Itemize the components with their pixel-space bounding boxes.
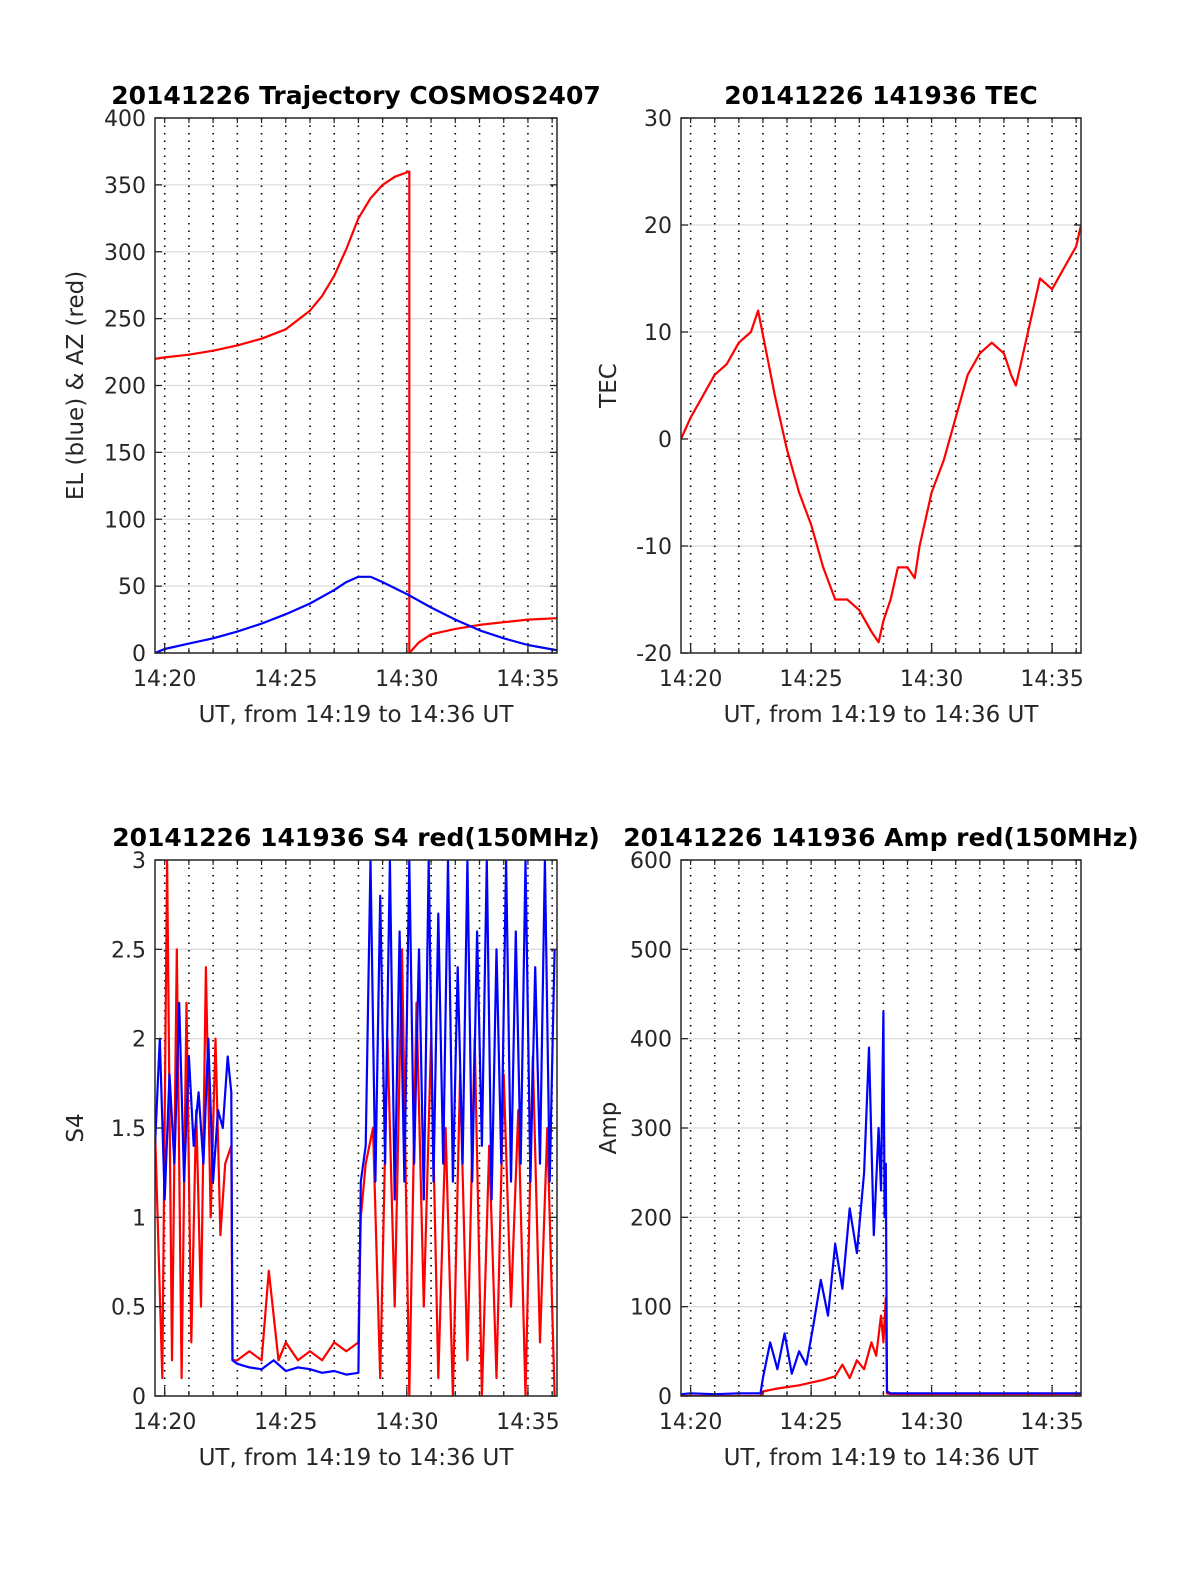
x-tick-label: 14:30 [375, 1410, 438, 1435]
x-tick-label: 14:25 [779, 1410, 842, 1435]
series-line-2 [155, 575, 557, 653]
chart-title: 20141226 141936 S4 red(150MHz) [112, 823, 600, 852]
y-tick-label: 600 [630, 849, 672, 874]
series-group [681, 224, 1081, 644]
y-axis-label: TEC [596, 363, 622, 409]
y-tick-label: 1 [132, 1206, 146, 1231]
series-group [155, 860, 556, 1396]
y-tick-label: 100 [104, 508, 146, 533]
chart-title: 20141226 141936 Amp red(150MHz) [623, 823, 1139, 852]
y-tick-label: 250 [104, 308, 146, 333]
x-tick-label: 14:35 [496, 1410, 559, 1435]
y-tick-label: 100 [630, 1296, 672, 1321]
series-line-1 [681, 224, 1081, 644]
y-tick-label: 350 [104, 174, 146, 199]
y-tick-label: 2 [132, 1028, 146, 1053]
x-axis-label: UT, from 14:19 to 14:36 UT [724, 702, 1040, 728]
y-tick-label: 0 [658, 1385, 672, 1410]
y-tick-label: 10 [644, 321, 672, 346]
x-tick-label: 14:20 [659, 1410, 722, 1435]
x-tick-label: 14:25 [254, 667, 317, 692]
series-group [681, 1010, 1081, 1396]
y-tick-label: 200 [630, 1206, 672, 1231]
y-axis-label: EL (blue) & AZ (red) [63, 271, 89, 500]
y-tick-label: 0.5 [111, 1296, 146, 1321]
series-line-1 [681, 1296, 1081, 1396]
y-tick-label: 200 [104, 375, 146, 400]
y-tick-label: 500 [630, 938, 672, 963]
y-axis-label: Amp [596, 1102, 622, 1155]
x-tick-label: 14:35 [1020, 667, 1083, 692]
x-tick-label: 14:30 [375, 667, 438, 692]
series-group [155, 170, 557, 653]
y-tick-label: 400 [104, 107, 146, 132]
x-tick-label: 14:35 [1020, 1410, 1083, 1435]
x-tick-label: 14:20 [133, 667, 196, 692]
series-line-2 [155, 860, 556, 1376]
y-tick-label: 150 [104, 441, 146, 466]
y-tick-label: -10 [636, 535, 672, 560]
x-tick-label: 14:30 [900, 667, 963, 692]
y-tick-label: 0 [132, 1385, 146, 1410]
x-tick-label: 14:30 [900, 1410, 963, 1435]
y-tick-label: 1.5 [111, 1117, 146, 1142]
x-tick-label: 14:25 [779, 667, 842, 692]
y-tick-label: 50 [118, 575, 146, 600]
y-tick-label: 20 [644, 214, 672, 239]
chart-panel-1: 0 50 100 150 200 250 300 350 400 14:20 14:25 14:30 1… [63, 81, 601, 728]
x-axis-label: UT, from 14:19 to 14:36 UT [199, 702, 515, 728]
axes-box [680, 117, 1082, 654]
x-tick-label: 14:20 [133, 1410, 196, 1435]
y-axis-label: S4 [63, 1113, 89, 1142]
chart-panel-3: 0 0.5 1 1.5 2 2.5 3 14:20 14:25 14:30 14:35 2014122… [63, 823, 600, 1471]
y-tick-label: 30 [644, 107, 672, 132]
series-line-1 [155, 170, 557, 653]
x-tick-label: 14:20 [659, 667, 722, 692]
x-axis-label: UT, from 14:19 to 14:36 UT [724, 1445, 1040, 1471]
y-tick-label: 3 [132, 849, 146, 874]
y-tick-label: 0 [132, 642, 146, 667]
y-tick-label: -20 [636, 642, 672, 667]
chart-title: 20141226 141936 TEC [724, 81, 1037, 110]
x-tick-label: 14:25 [254, 1410, 317, 1435]
x-tick-label: 14:35 [496, 667, 559, 692]
y-tick-label: 2.5 [111, 938, 146, 963]
y-tick-label: 300 [630, 1117, 672, 1142]
chart-title: 20141226 Trajectory COSMOS2407 [111, 81, 601, 110]
series-line-2 [681, 1010, 1081, 1396]
y-tick-label: 400 [630, 1028, 672, 1053]
y-tick-label: 300 [104, 241, 146, 266]
chart-panel-4: 0 100 200 300 400 500 600 14:20 14:25 14:30 14:35 2… [596, 823, 1139, 1471]
x-axis-label: UT, from 14:19 to 14:36 UT [199, 1445, 515, 1471]
y-tick-label: 0 [658, 428, 672, 453]
chart-panel-2: -20 -10 0 10 20 30 14:20 14:25 14:30 14:35 2014122… [596, 81, 1084, 728]
